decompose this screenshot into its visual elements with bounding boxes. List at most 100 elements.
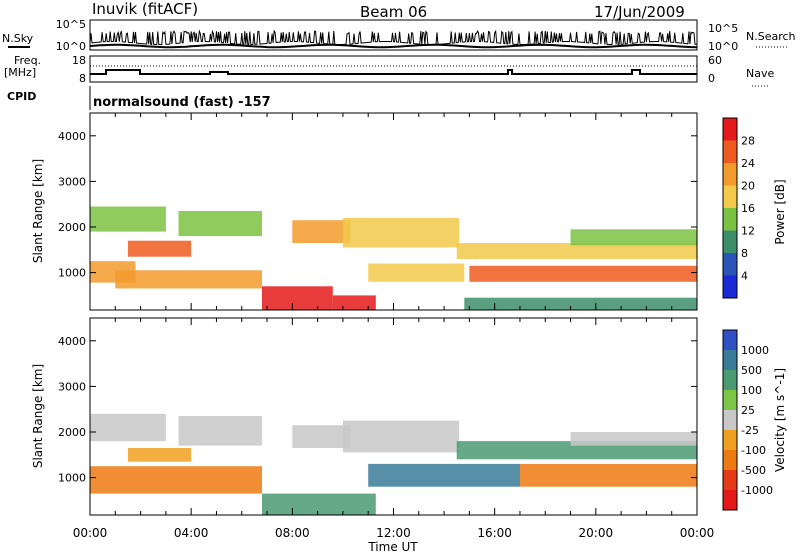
power-echo-band xyxy=(115,270,262,289)
velocity-panel: 1000 2000 3000 4000 00:00 04:00 08:00 12:00 16:… xyxy=(31,317,787,554)
power-echo-band xyxy=(368,263,465,282)
power-colorbar-swatch xyxy=(723,253,737,276)
nsky-tick-top: 10^5 xyxy=(56,18,86,31)
velocity-colorbar-swatch xyxy=(723,350,737,370)
velocity-colorbar-swatch xyxy=(723,330,737,350)
nave-tick-top: 60 xyxy=(708,54,722,67)
y-tick-label: 3000 xyxy=(58,175,86,188)
power-echo-band xyxy=(262,286,333,310)
freq-trace xyxy=(90,69,697,75)
velocity-echo-band xyxy=(342,420,460,453)
x-tick-label: 00:00 xyxy=(73,526,108,540)
velocity-colorbar-label: Velocity [m s^-1] xyxy=(773,368,787,472)
power-colorbar-tick-label: 16 xyxy=(741,202,755,215)
cpid-text: normalsound (fast) -157 xyxy=(93,95,271,110)
velocity-colorbar-tick-label: 100 xyxy=(741,384,762,397)
power-echo-band xyxy=(464,297,697,310)
velocity-colorbar-tick-label: -500 xyxy=(741,464,766,477)
y-tick-label: 2000 xyxy=(58,426,86,439)
power-colorbar-tick-label: 20 xyxy=(741,180,755,193)
velocity-colorbar-tick-label: -100 xyxy=(741,444,766,457)
nsky-trace xyxy=(89,29,698,46)
power-echo-band xyxy=(456,243,697,259)
power-echo-band xyxy=(292,220,351,243)
x-tick-label: 20:00 xyxy=(579,526,614,540)
velocity-echo-band xyxy=(570,432,697,446)
nsky-tick-bottom: 10^0 xyxy=(56,40,86,53)
power-colorbar-label: Power [dB] xyxy=(773,179,787,244)
power-colorbar-swatch xyxy=(723,208,737,231)
power-colorbar-swatch xyxy=(723,140,737,163)
x-tick-label: 00:00 xyxy=(680,526,715,540)
y-tick-label: 4000 xyxy=(58,335,86,348)
nsky-label: N.Sky xyxy=(2,32,34,45)
power-echo-band xyxy=(469,265,697,282)
velocity-colorbar-swatch xyxy=(723,370,737,390)
power-colorbar-swatch xyxy=(723,185,737,208)
freq-tick-top: 18 xyxy=(72,54,86,67)
velocity-echo-band xyxy=(127,448,192,462)
y-tick-label: 1000 xyxy=(58,267,86,280)
velocity-colorbar-tick-label: 500 xyxy=(741,364,762,377)
y-tick-label: 1000 xyxy=(58,472,86,485)
power-echo-band xyxy=(570,229,697,246)
x-tick-label: 16:00 xyxy=(477,526,512,540)
freq-panel: Freq. [MHz] 18 8 60 0 Nave xyxy=(4,54,774,87)
velocity-colorbar-swatch xyxy=(723,390,737,410)
date-title: 17/Jun/2009 xyxy=(594,3,685,21)
power-colorbar-swatch xyxy=(723,230,737,253)
freq-label: Freq. xyxy=(14,54,41,67)
velocity-ylabel: Slant Range [km] xyxy=(31,364,45,468)
velocity-echo-band xyxy=(262,493,376,515)
y-tick-label: 4000 xyxy=(58,130,86,143)
power-echo-band xyxy=(332,295,376,310)
beam-title: Beam 06 xyxy=(360,3,427,21)
power-panel: 1000 2000 3000 4000 Slant Range [km] 4 8 12 16… xyxy=(31,112,787,311)
power-echo-band xyxy=(127,240,192,257)
velocity-colorbar-swatch xyxy=(723,430,737,450)
velocity-echo-band xyxy=(368,463,520,487)
velocity-echo-band xyxy=(90,413,166,442)
freq-unit: [MHz] xyxy=(4,66,36,79)
power-ylabel: Slant Range [km] xyxy=(31,159,45,263)
freq-tick-bottom: 8 xyxy=(79,72,86,85)
velocity-colorbar-tick-label: -1000 xyxy=(741,484,773,497)
x-tick-label: 08:00 xyxy=(275,526,310,540)
power-colorbar-tick-label: 4 xyxy=(741,270,748,283)
power-echo-band xyxy=(342,217,460,248)
power-colorbar-tick-label: 8 xyxy=(741,247,748,260)
velocity-echo-band xyxy=(520,463,697,487)
x-axis-label: Time UT xyxy=(367,540,418,554)
velocity-colorbar-swatch xyxy=(723,490,737,510)
nsearch-tick-bottom: 10^0 xyxy=(708,40,738,53)
y-tick-label: 3000 xyxy=(58,380,86,393)
x-tick-label: 12:00 xyxy=(376,526,411,540)
velocity-echo-band xyxy=(178,416,262,446)
velocity-echo-band xyxy=(292,425,351,448)
nave-tick-bottom: 0 xyxy=(708,72,715,85)
cpid-panel: CPID normalsound (fast) -157 xyxy=(7,86,271,110)
station-title: Inuvik (fitACF) xyxy=(92,0,198,18)
velocity-colorbar-tick-label: 1000 xyxy=(741,344,769,357)
nsearch-tick-top: 10^5 xyxy=(708,22,738,35)
nsearch-trace xyxy=(89,43,698,49)
power-colorbar-swatch xyxy=(723,118,737,141)
power-colorbar-swatch xyxy=(723,163,737,186)
power-colorbar-tick-label: 28 xyxy=(741,135,755,148)
y-tick-label: 2000 xyxy=(58,221,86,234)
power-colorbar-swatch xyxy=(723,275,737,298)
cpid-label: CPID xyxy=(7,90,36,103)
velocity-echo-band xyxy=(90,466,262,494)
x-tick-label: 04:00 xyxy=(174,526,209,540)
nsky-panel: N.Sky 10^5 10^0 10^5 10^0 N.Search xyxy=(2,18,796,53)
velocity-colorbar-swatch xyxy=(723,450,737,470)
power-colorbar-tick-label: 24 xyxy=(741,157,755,170)
nave-label: Nave xyxy=(746,67,774,80)
power-colorbar-tick-label: 12 xyxy=(741,225,755,238)
velocity-colorbar-tick-label: -25 xyxy=(741,424,759,437)
velocity-colorbar-tick-label: 25 xyxy=(741,404,755,417)
power-echo-band xyxy=(90,206,166,232)
velocity-colorbar-swatch xyxy=(723,470,737,490)
power-echo-band xyxy=(178,211,262,237)
